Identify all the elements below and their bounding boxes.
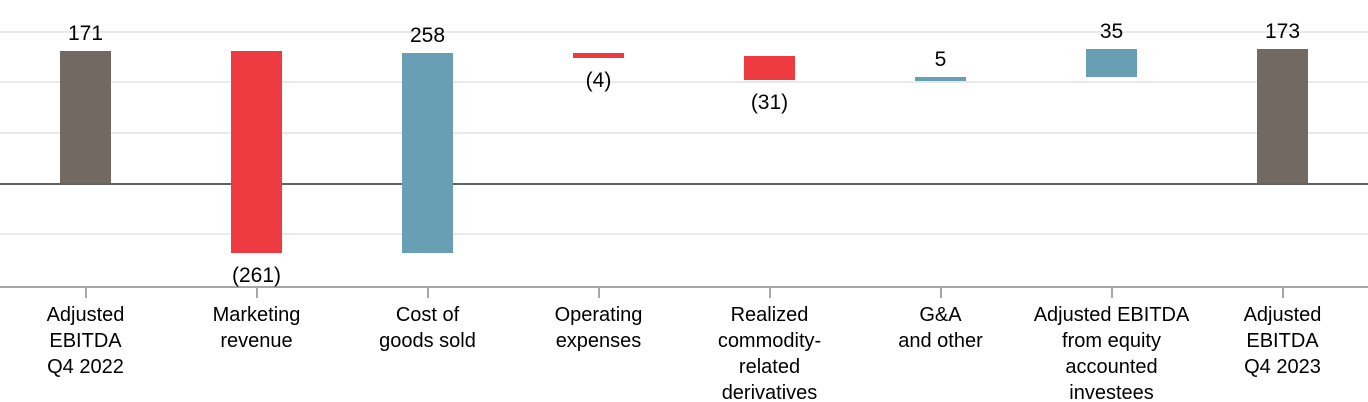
bar-value-label: 171 bbox=[67, 21, 104, 45]
category-label-line: Adjusted bbox=[1243, 304, 1322, 326]
category-label-line: accounted bbox=[1065, 356, 1158, 378]
category-label-line: Operating bbox=[554, 304, 643, 326]
category-label-line: related bbox=[738, 356, 801, 378]
axis-tick bbox=[255, 288, 258, 298]
category-label-line: investees bbox=[1069, 382, 1154, 402]
gridline bbox=[0, 233, 1368, 235]
bar-value-label: (31) bbox=[750, 91, 789, 115]
category-label-line: expenses bbox=[555, 330, 642, 352]
category-label-operating-expenses: Operating expenses bbox=[513, 302, 684, 354]
bar-adjusted-ebitda-from-equity-accounted-investees bbox=[1086, 49, 1137, 77]
axis-tick bbox=[84, 288, 87, 298]
category-label-realized-commodity-related-derivatives: Realized commodity-related derivatives bbox=[684, 302, 855, 402]
zero-axis-line bbox=[0, 182, 1368, 185]
category-label-ga-and-other: G&A and other bbox=[855, 302, 1026, 354]
bar-realized-commodity-related-derivatives bbox=[744, 56, 795, 81]
category-label-line: Marketing bbox=[212, 304, 301, 326]
axis-tick bbox=[597, 288, 600, 298]
category-label-line: and other bbox=[898, 330, 983, 352]
category-axis-line bbox=[0, 286, 1368, 288]
bar-value-label: 5 bbox=[934, 47, 947, 71]
gridline bbox=[0, 132, 1368, 134]
category-label-line: EBITDA bbox=[1246, 330, 1319, 352]
category-label-line: Q4 2023 bbox=[1244, 356, 1321, 378]
bar-operating-expenses bbox=[573, 53, 624, 58]
axis-tick bbox=[939, 288, 942, 298]
gridline bbox=[0, 31, 1368, 33]
category-label-line: from equity bbox=[1062, 330, 1161, 352]
category-label-adjusted-ebitda-from-equity-accounted-investees: Adjusted EBITDA from equity accounted inves… bbox=[1026, 302, 1197, 402]
category-label-line: Adjusted bbox=[46, 304, 125, 326]
category-label-line: EBITDA bbox=[49, 330, 122, 352]
category-label-line: Realized bbox=[730, 304, 809, 326]
category-label-marketing-revenue: Marketing revenue bbox=[171, 302, 342, 354]
gridline bbox=[0, 81, 1368, 83]
bar-adjusted-ebitda-q4-2023 bbox=[1257, 49, 1308, 184]
category-label-line: G&A bbox=[919, 304, 962, 326]
axis-tick bbox=[426, 288, 429, 298]
bar-value-label: (261) bbox=[231, 264, 282, 288]
axis-tick bbox=[1281, 288, 1284, 298]
category-label-adjusted-ebitda-q4-2023: Adjusted EBITDA Q4 2023 bbox=[1197, 302, 1368, 380]
category-label-line: Q4 2022 bbox=[47, 356, 124, 378]
category-label-adjusted-ebitda-q4-2022: Adjusted EBITDA Q4 2022 bbox=[0, 302, 171, 380]
category-label-line: Cost of bbox=[395, 304, 460, 326]
bar-ga-and-other bbox=[915, 76, 966, 82]
bar-value-label: 173 bbox=[1264, 20, 1301, 44]
category-label-line: Adjusted EBITDA bbox=[1033, 304, 1190, 326]
category-label-cost-of-goods-sold: Cost of goods sold bbox=[342, 302, 513, 354]
category-label-line: commodity- bbox=[717, 330, 822, 352]
axis-tick bbox=[768, 288, 771, 298]
axis-tick bbox=[1110, 288, 1113, 298]
bar-marketing-revenue bbox=[231, 50, 282, 254]
category-label-line: derivatives bbox=[721, 382, 818, 402]
bar-value-label: 258 bbox=[409, 24, 446, 48]
category-label-line: revenue bbox=[220, 330, 293, 352]
bar-cost-of-goods-sold bbox=[402, 53, 453, 254]
bar-value-label: (4) bbox=[585, 68, 612, 92]
bar-value-label: 35 bbox=[1099, 20, 1124, 44]
category-label-line: goods sold bbox=[379, 330, 476, 352]
bar-adjusted-ebitda-q4-2022 bbox=[60, 50, 111, 184]
